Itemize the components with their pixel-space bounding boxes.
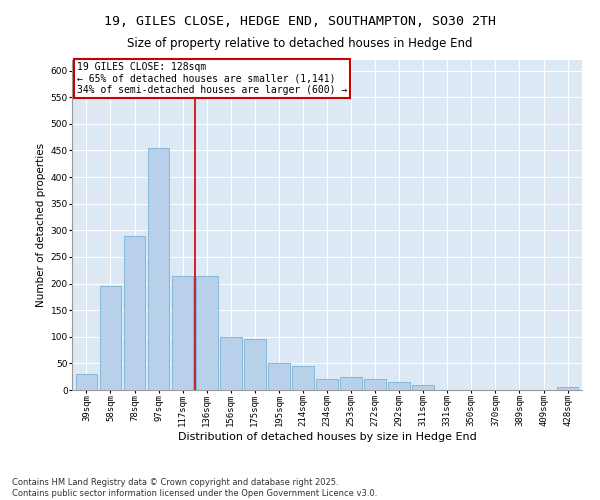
Bar xyxy=(364,380,386,390)
Bar xyxy=(340,376,362,390)
Bar xyxy=(100,286,121,390)
Bar xyxy=(196,276,218,390)
Bar xyxy=(76,374,97,390)
Bar xyxy=(244,340,266,390)
Bar xyxy=(292,366,314,390)
Bar xyxy=(316,380,338,390)
Bar xyxy=(124,236,145,390)
Bar xyxy=(268,364,290,390)
Bar xyxy=(220,337,242,390)
Text: 19, GILES CLOSE, HEDGE END, SOUTHAMPTON, SO30 2TH: 19, GILES CLOSE, HEDGE END, SOUTHAMPTON,… xyxy=(104,15,496,28)
Bar xyxy=(172,276,193,390)
X-axis label: Distribution of detached houses by size in Hedge End: Distribution of detached houses by size … xyxy=(178,432,476,442)
Text: Contains HM Land Registry data © Crown copyright and database right 2025.
Contai: Contains HM Land Registry data © Crown c… xyxy=(12,478,377,498)
Text: Size of property relative to detached houses in Hedge End: Size of property relative to detached ho… xyxy=(127,38,473,51)
Bar xyxy=(557,388,578,390)
Bar xyxy=(148,148,169,390)
Bar xyxy=(388,382,410,390)
Bar xyxy=(412,384,434,390)
Text: 19 GILES CLOSE: 128sqm
← 65% of detached houses are smaller (1,141)
34% of semi-: 19 GILES CLOSE: 128sqm ← 65% of detached… xyxy=(77,62,347,95)
Y-axis label: Number of detached properties: Number of detached properties xyxy=(37,143,46,307)
